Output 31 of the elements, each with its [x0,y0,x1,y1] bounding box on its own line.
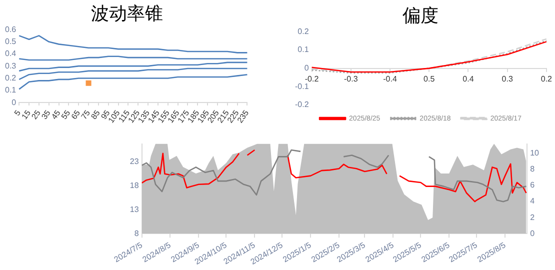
x-tick-label: -0.4 [383,74,398,84]
y-tick-label: 0.6 [4,24,17,34]
x-tick-label: -0.2 [304,74,320,84]
y-tick-label: 0.5 [4,36,17,46]
y-tick-label: 0 [304,64,310,73]
y-tick-label: 0.3 [4,61,17,70]
y-tick-label: 23 [130,157,140,166]
x-tick-label: 0.2 [540,74,553,84]
y-tick-label: 0.2 [298,26,310,36]
y-tick-label: -0.1 [294,82,310,91]
x-tick-label: 0.3 [502,74,514,84]
y-tick-label: 18 [130,181,140,190]
y-tick-label: 13 [130,204,140,214]
x-tick-label: -0.3 [344,74,358,84]
y2-tick-label: 6 [530,180,536,190]
y2-tick-label: 4 [530,196,536,206]
y-tick-label: 0.4 [4,49,17,58]
y-tick-label: 0.1 [4,86,17,95]
x-tick-label: 0.4 [462,74,474,84]
y2-tick-label: 2 [530,212,536,222]
y-tick-label: 0.1 [298,45,310,54]
y-tick-label: 0 [12,98,17,107]
chart-title: 波动率锥 [91,3,163,24]
y2-tick-label: 0 [530,228,536,238]
y2-tick-label: 8 [530,164,536,174]
y-tick-label: 8 [134,228,140,238]
x-tick-label: 55 [60,108,72,122]
chart-title: 偏度 [402,5,438,26]
y-tick-label: -0.2 [294,100,310,110]
x-tick-label: 0.5 [424,74,436,84]
y2-tick-label: 10 [530,148,540,158]
